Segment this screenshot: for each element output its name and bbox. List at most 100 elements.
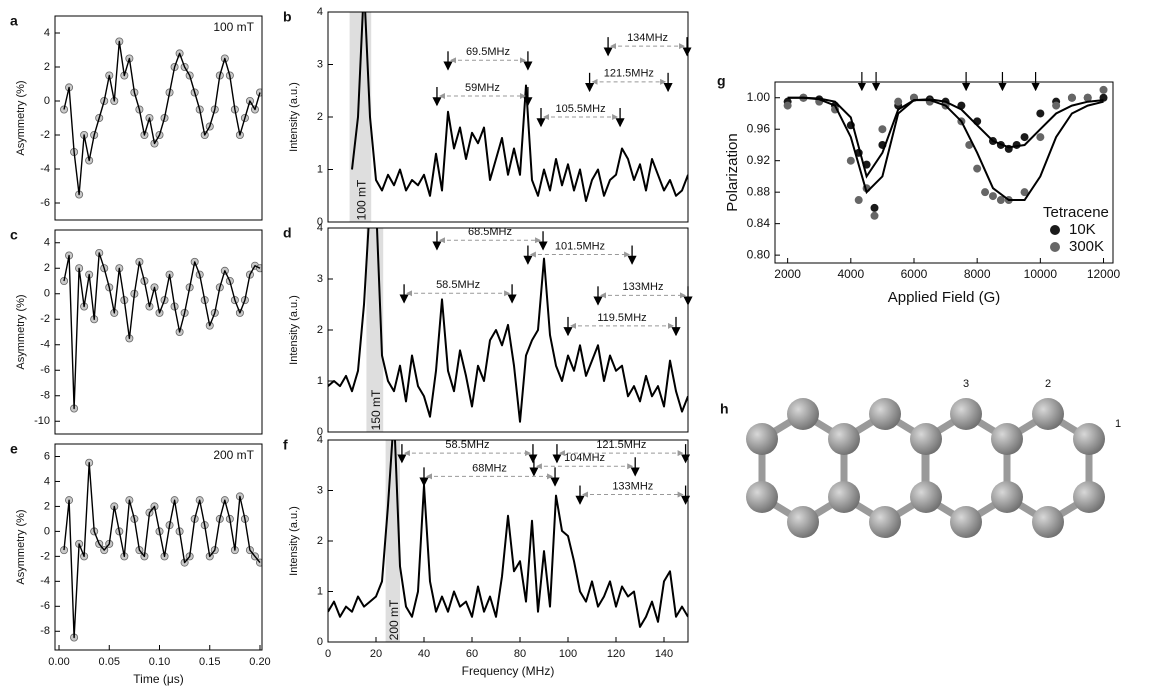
data-line bbox=[328, 228, 688, 423]
y-tick-label: 3 bbox=[317, 484, 323, 496]
axes-frame bbox=[54, 15, 263, 221]
y-axis-label: Asymmetry (%) bbox=[15, 509, 27, 584]
y-tick-label: -10 bbox=[34, 415, 50, 427]
data-point bbox=[894, 97, 903, 106]
y-tick-label: 0.84 bbox=[747, 216, 771, 230]
data-point bbox=[255, 88, 262, 97]
legend-title: Tetracene bbox=[1043, 204, 1109, 221]
y-tick-label: 3 bbox=[317, 273, 323, 285]
panel-letter: f bbox=[283, 437, 288, 453]
atom bbox=[910, 481, 942, 513]
y-tick-label: 2 bbox=[44, 500, 50, 512]
data-line bbox=[328, 440, 688, 628]
y-tick-label: 0 bbox=[44, 525, 50, 537]
data-point bbox=[1052, 101, 1061, 110]
pair-label: 68MHz bbox=[472, 462, 507, 474]
y-tick-label: -6 bbox=[40, 197, 50, 209]
y-axis-label: Intensity (a.u.) bbox=[288, 82, 300, 152]
atom bbox=[991, 423, 1023, 455]
data-point bbox=[1083, 93, 1092, 102]
y-axis-label: Intensity (a.u.) bbox=[288, 506, 300, 576]
x-tick-label: 0.15 bbox=[199, 656, 220, 668]
fit-line bbox=[787, 96, 1104, 179]
x-tick-label: 0 bbox=[325, 648, 331, 660]
panel-letter: h bbox=[720, 401, 729, 417]
y-tick-label: 0 bbox=[317, 636, 323, 648]
y-tick-label: 2 bbox=[317, 535, 323, 547]
y-tick-label: 0.80 bbox=[747, 247, 771, 261]
y-tick-label: 4 bbox=[44, 27, 50, 39]
x-tick-label: 20 bbox=[370, 648, 382, 660]
atom bbox=[746, 481, 778, 513]
pair-label: 134MHz bbox=[627, 32, 668, 44]
atom bbox=[1032, 506, 1064, 538]
plot-area bbox=[783, 85, 1108, 220]
data-point bbox=[996, 196, 1005, 205]
y-tick-label: 0 bbox=[317, 426, 323, 438]
plot-area bbox=[60, 458, 262, 642]
atom bbox=[1032, 398, 1064, 430]
panel-letter: a bbox=[10, 13, 18, 29]
x-tick-label: 60 bbox=[466, 648, 478, 660]
y-tick-label: 1 bbox=[317, 585, 323, 597]
panel-letter: g bbox=[717, 73, 726, 89]
data-point bbox=[1020, 133, 1029, 142]
pair-label: 133MHz bbox=[612, 480, 653, 492]
y-tick-label: 4 bbox=[44, 475, 50, 487]
atom-label: 3 bbox=[963, 378, 969, 390]
legend-swatch bbox=[1050, 225, 1060, 235]
x-tick-label: 10000 bbox=[1024, 267, 1058, 281]
field-label: 100 mT bbox=[213, 20, 254, 34]
pair-label: 119.5MHz bbox=[597, 312, 646, 324]
pair-label: 105.5MHz bbox=[555, 103, 605, 115]
plot-area bbox=[328, 440, 688, 642]
y-tick-label: 0 bbox=[317, 216, 323, 228]
panel: e -8 -6 -4 -2 0 2 4 6 0.00 0.05 0.10 0.15 0.20 Asymmet… bbox=[10, 441, 271, 686]
y-tick-label: 4 bbox=[317, 434, 323, 446]
y-tick-label: -6 bbox=[40, 364, 50, 376]
legend-swatch bbox=[1050, 242, 1060, 252]
x-tick-label: 0.05 bbox=[99, 656, 120, 668]
atom bbox=[787, 506, 819, 538]
atom bbox=[950, 398, 982, 430]
x-tick-label: 120 bbox=[607, 648, 625, 660]
band-label: 100 mT bbox=[355, 179, 369, 220]
axes-frame bbox=[327, 227, 689, 433]
atom bbox=[869, 398, 901, 430]
data-point bbox=[783, 101, 792, 110]
y-tick-label: 3 bbox=[317, 58, 323, 70]
plot-area bbox=[60, 248, 262, 413]
y-axis-label: Asymmetry (%) bbox=[15, 80, 27, 155]
atom bbox=[828, 423, 860, 455]
atom bbox=[991, 481, 1023, 513]
data-point bbox=[1099, 85, 1108, 94]
field-band bbox=[349, 12, 372, 222]
y-tick-label: -4 bbox=[40, 339, 50, 351]
data-point bbox=[973, 164, 982, 173]
y-axis-label: Polarization bbox=[724, 133, 741, 211]
x-tick-label: 6000 bbox=[901, 267, 928, 281]
x-tick-label: 0.20 bbox=[249, 656, 270, 668]
panel: a -6 -4 -2 0 2 4 Asymmetry (%) 100 mT bbox=[10, 13, 263, 221]
plot-area bbox=[60, 37, 262, 199]
band-label: 150 mT bbox=[369, 389, 383, 430]
axes-frame bbox=[327, 439, 689, 643]
panel-letter: d bbox=[283, 225, 292, 241]
atom bbox=[869, 506, 901, 538]
axes-frame bbox=[54, 443, 263, 651]
pair-label: 133MHz bbox=[623, 281, 664, 293]
y-tick-label: -4 bbox=[40, 575, 50, 587]
y-tick-label: 4 bbox=[317, 6, 323, 18]
pair-label: 58.5MHz bbox=[445, 439, 489, 451]
pair-label: 104MHz bbox=[564, 452, 605, 464]
pair-label: 69.5MHz bbox=[466, 46, 510, 58]
y-tick-label: 2 bbox=[44, 61, 50, 73]
x-tick-label: 0.00 bbox=[48, 656, 69, 668]
y-tick-label: -8 bbox=[40, 390, 50, 402]
x-tick-label: 0.10 bbox=[149, 656, 170, 668]
data-point bbox=[846, 156, 855, 165]
field-label: 200 mT bbox=[213, 448, 254, 462]
data-point bbox=[870, 203, 879, 212]
